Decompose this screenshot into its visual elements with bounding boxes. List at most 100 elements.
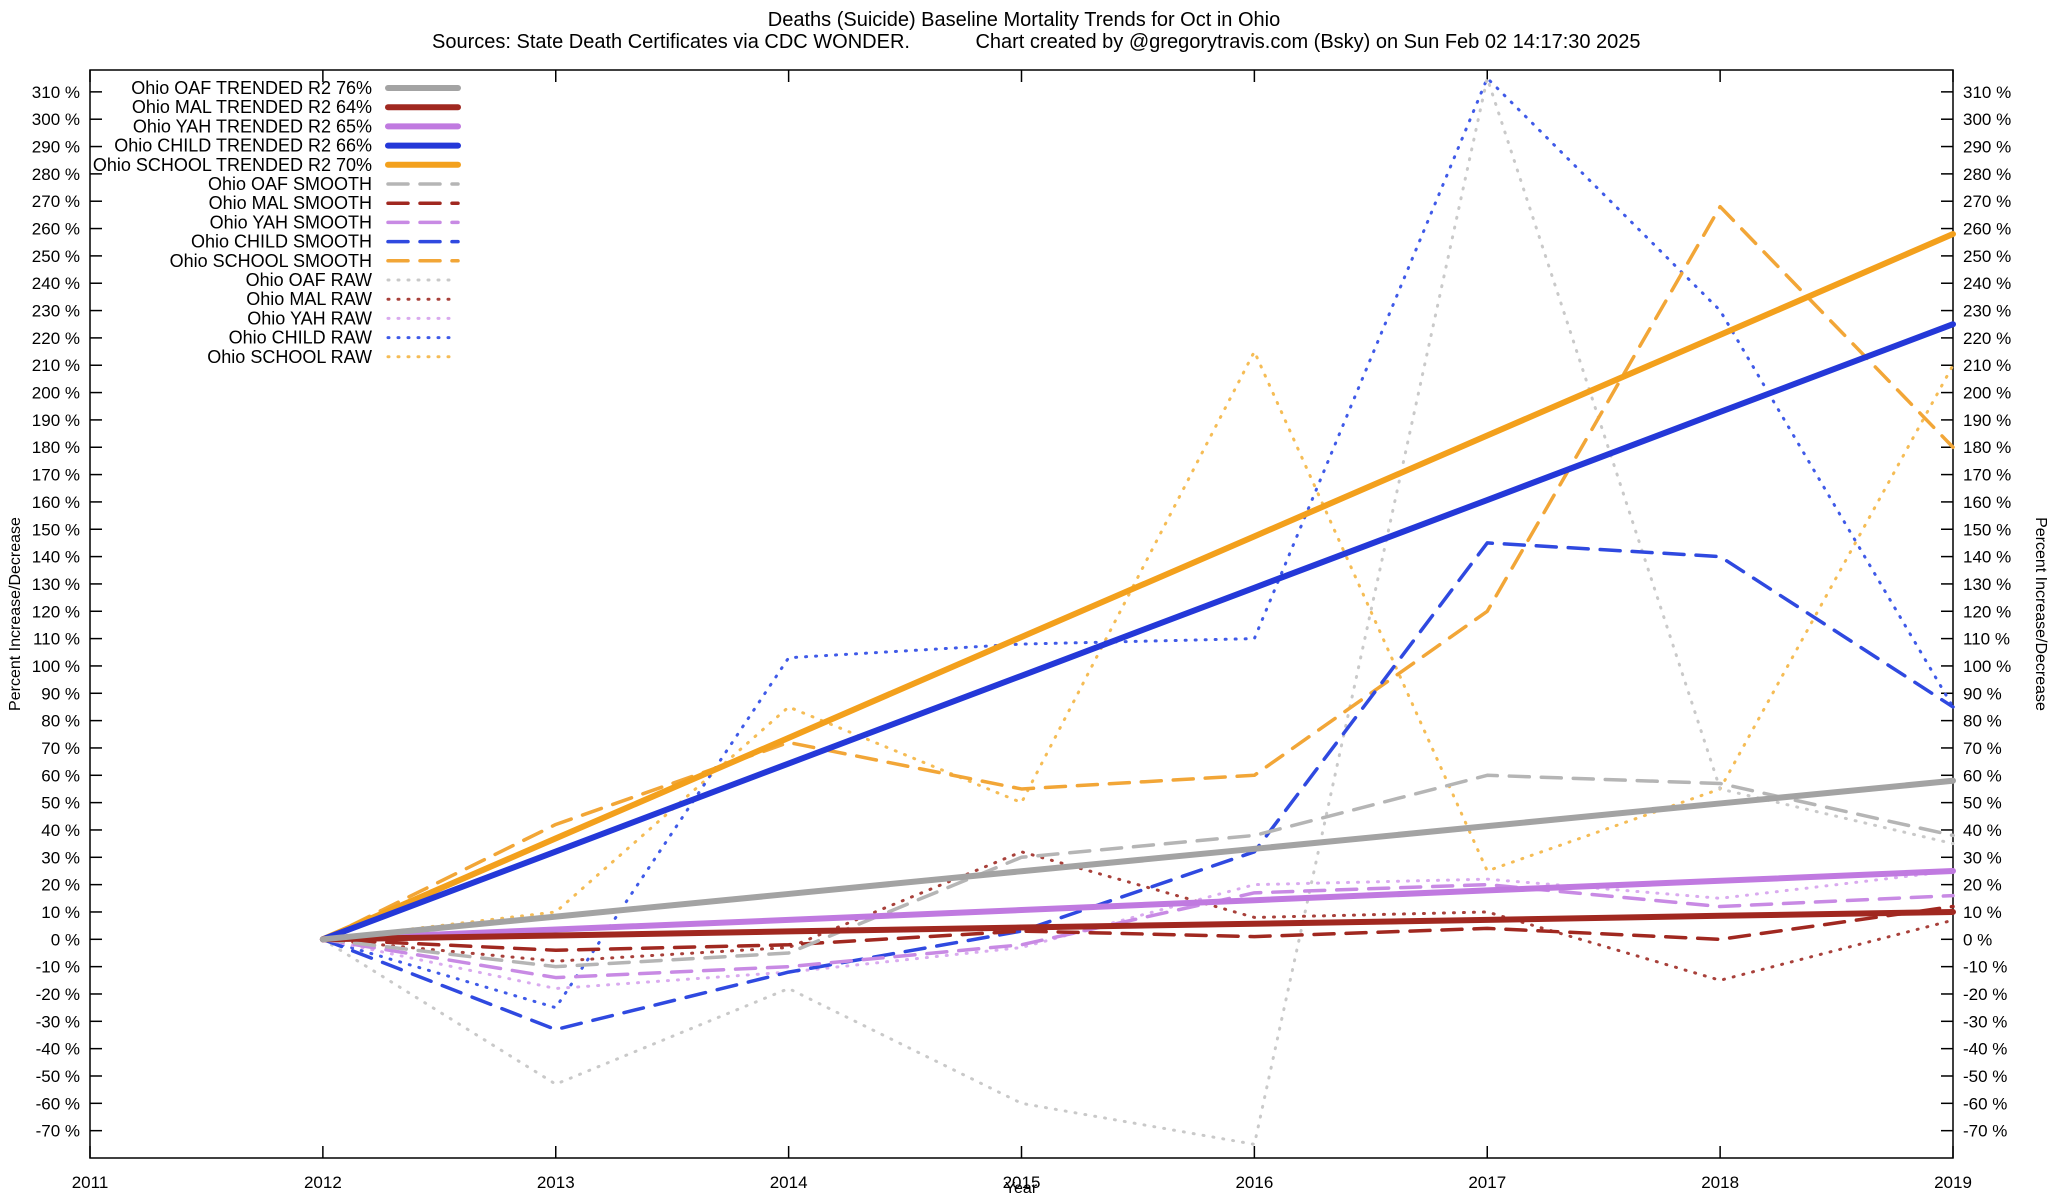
y-tick-label-right: 280 % bbox=[1963, 165, 2011, 184]
y-tick-label-right: 250 % bbox=[1963, 247, 2011, 266]
x-tick-label: 2013 bbox=[537, 1173, 575, 1192]
x-axis-label: Year bbox=[1005, 1180, 1038, 1197]
y-axis-label-left: Percent Increase/Decrease bbox=[7, 517, 24, 711]
y-tick-label-left: -30 % bbox=[36, 1012, 80, 1031]
y-tick-label-left: 60 % bbox=[41, 766, 80, 785]
y-tick-label-right: -50 % bbox=[1963, 1067, 2007, 1086]
legend-label-ohio-oaf-smooth: Ohio OAF SMOOTH bbox=[208, 174, 372, 194]
y-tick-label-left: -10 % bbox=[36, 958, 80, 977]
y-tick-label-left: 120 % bbox=[32, 602, 80, 621]
y-tick-label-left: 0 % bbox=[51, 930, 80, 949]
chart-source-note: Sources: State Death Certificates via CD… bbox=[432, 31, 910, 53]
y-tick-label-left: 210 % bbox=[32, 356, 80, 375]
legend-label-ohio-child-raw: Ohio CHILD RAW bbox=[229, 328, 372, 348]
y-tick-label-right: 240 % bbox=[1963, 274, 2011, 293]
legend-label-ohio-mal-trended: Ohio MAL TRENDED R2 64% bbox=[132, 97, 372, 117]
y-tick-label-right: 170 % bbox=[1963, 466, 2011, 485]
y-tick-label-right: 0 % bbox=[1963, 930, 1992, 949]
y-tick-label-right: 310 % bbox=[1963, 83, 2011, 102]
x-tick-label: 2014 bbox=[770, 1173, 808, 1192]
y-tick-label-left: 160 % bbox=[32, 493, 80, 512]
legend-label-ohio-child-trended: Ohio CHILD TRENDED R2 66% bbox=[114, 136, 372, 156]
series-ohio-school-raw bbox=[321, 350, 1955, 941]
y-tick-label-left: 50 % bbox=[41, 794, 80, 813]
y-tick-label-right: 130 % bbox=[1963, 575, 2011, 594]
y-tick-label-left: 90 % bbox=[41, 684, 80, 703]
series-ohio-oaf-raw bbox=[321, 76, 1955, 1146]
y-tick-label-left: 80 % bbox=[41, 712, 80, 731]
y-tick-label-left: 280 % bbox=[32, 165, 80, 184]
y-tick-label-left: 10 % bbox=[41, 903, 80, 922]
y-tick-label-right: 210 % bbox=[1963, 356, 2011, 375]
y-tick-label-right: 290 % bbox=[1963, 138, 2011, 157]
x-tick-label: 2017 bbox=[1468, 1173, 1506, 1192]
y-tick-label-left: 230 % bbox=[32, 302, 80, 321]
y-tick-label-right: 180 % bbox=[1963, 438, 2011, 457]
y-tick-label-left: 70 % bbox=[41, 739, 80, 758]
series-ohio-oaf-trended bbox=[319, 777, 1956, 943]
y-tick-label-left: 260 % bbox=[32, 220, 80, 239]
legend: Ohio OAF TRENDED R2 76%Ohio MAL TRENDED … bbox=[93, 78, 461, 367]
y-tick-label-right: 80 % bbox=[1963, 712, 2002, 731]
legend-label-ohio-oaf-raw: Ohio OAF RAW bbox=[246, 270, 372, 290]
legend-label-ohio-mal-smooth: Ohio MAL SMOOTH bbox=[209, 193, 372, 213]
series-ohio-yah-trended bbox=[319, 867, 1956, 943]
y-tick-label-left: 310 % bbox=[32, 83, 80, 102]
series-ohio-child-raw bbox=[321, 76, 1955, 1010]
y-tick-label-left: 290 % bbox=[32, 138, 80, 157]
y-tick-label-left: 100 % bbox=[32, 657, 80, 676]
y-tick-label-left: 40 % bbox=[41, 821, 80, 840]
y-tick-label-left: 110 % bbox=[33, 630, 80, 649]
y-tick-label-right: -10 % bbox=[1963, 958, 2007, 977]
y-tick-label-left: 140 % bbox=[32, 548, 80, 567]
y-axis-label-right: Percent Increase/Decrease bbox=[2032, 517, 2048, 711]
y-tick-label-right: -60 % bbox=[1963, 1094, 2007, 1113]
y-tick-label-right: 40 % bbox=[1963, 821, 2002, 840]
chart-title: Deaths (Suicide) Baseline Mortality Tren… bbox=[768, 9, 1280, 31]
y-tick-label-right: -70 % bbox=[1963, 1122, 2007, 1141]
y-tick-label-left: 170 % bbox=[32, 466, 80, 485]
y-tick-label-right: 200 % bbox=[1963, 384, 2011, 403]
x-tick-label: 2012 bbox=[304, 1173, 342, 1192]
legend-label-ohio-yah-smooth: Ohio YAH SMOOTH bbox=[210, 212, 372, 232]
y-tick-label-left: 250 % bbox=[32, 247, 80, 266]
y-tick-label-right: -20 % bbox=[1963, 985, 2007, 1004]
series-ohio-mal-smooth bbox=[321, 904, 1955, 952]
y-tick-label-right: 270 % bbox=[1963, 192, 2011, 211]
series-ohio-oaf-smooth bbox=[321, 773, 1955, 969]
y-tick-label-right: 20 % bbox=[1963, 876, 2002, 895]
y-tick-label-left: 220 % bbox=[32, 329, 80, 348]
legend-label-ohio-oaf-trended: Ohio OAF TRENDED R2 76% bbox=[131, 78, 372, 98]
series-ohio-child-trended bbox=[319, 321, 1956, 943]
y-tick-label-left: 300 % bbox=[32, 110, 80, 129]
y-tick-label-right: 160 % bbox=[1963, 493, 2011, 512]
legend-label-ohio-child-smooth: Ohio CHILD SMOOTH bbox=[191, 232, 372, 252]
y-tick-label-right: 70 % bbox=[1963, 739, 2002, 758]
y-tick-label-right: 190 % bbox=[1963, 411, 2011, 430]
x-tick-label: 2011 bbox=[72, 1173, 109, 1192]
x-tick-label: 2018 bbox=[1701, 1173, 1739, 1192]
series-ohio-mal-raw bbox=[321, 850, 1955, 982]
y-tick-label-right: -30 % bbox=[1963, 1012, 2007, 1031]
y-tick-label-right: 220 % bbox=[1963, 329, 2011, 348]
series-ohio-mal-trended bbox=[319, 908, 1956, 943]
axis-ticks-and-labels: -70 % -70 % -60 % -60 % -50 % -50 % -40 % -40 %… bbox=[32, 69, 2011, 1192]
y-tick-label-right: 100 % bbox=[1963, 657, 2011, 676]
y-tick-label-left: 190 % bbox=[32, 411, 80, 430]
y-tick-label-left: 30 % bbox=[41, 848, 80, 867]
y-tick-label-left: -50 % bbox=[36, 1067, 80, 1086]
y-tick-label-right: 300 % bbox=[1963, 110, 2011, 129]
y-tick-label-left: -70 % bbox=[36, 1122, 80, 1141]
y-tick-label-left: 20 % bbox=[41, 876, 80, 895]
y-tick-label-left: 270 % bbox=[32, 192, 80, 211]
legend-label-ohio-school-trended: Ohio SCHOOL TRENDED R2 70% bbox=[93, 155, 372, 175]
y-tick-label-right: 260 % bbox=[1963, 220, 2011, 239]
y-tick-label-left: 180 % bbox=[32, 438, 80, 457]
legend-label-ohio-yah-raw: Ohio YAH RAW bbox=[247, 308, 372, 328]
x-tick-label: 2015 bbox=[1003, 1173, 1041, 1192]
chart-credit-note: Chart created by @gregorytravis.com (Bsk… bbox=[975, 31, 1640, 53]
y-tick-label-right: 10 % bbox=[1963, 903, 2002, 922]
series-lines bbox=[319, 76, 1956, 1146]
